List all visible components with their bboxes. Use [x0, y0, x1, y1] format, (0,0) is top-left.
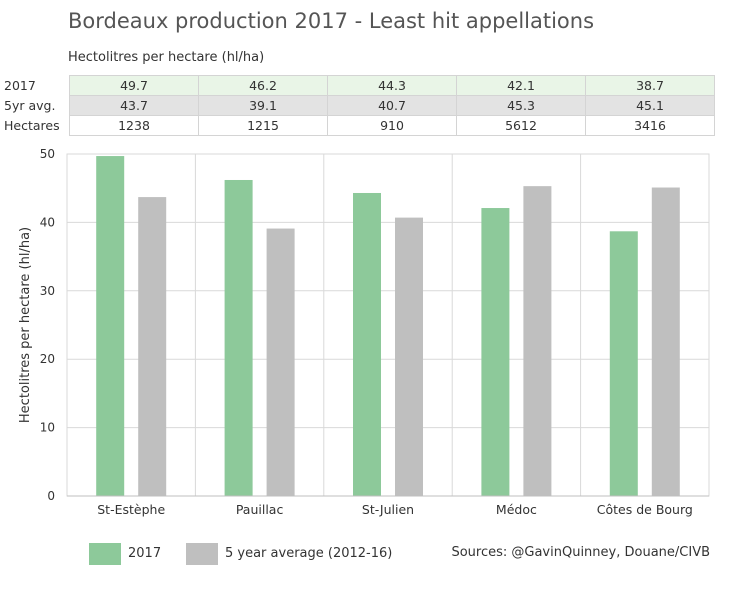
bar-5yr-avg	[651, 187, 680, 497]
table-cell: 45.1	[585, 95, 715, 116]
table-row-label: 2017	[3, 75, 70, 96]
chart-title: Bordeaux production 2017 - Least hit app…	[68, 9, 595, 33]
legend-swatch-5yr-avg	[186, 543, 218, 565]
table-row-5yr-avg: 5yr avg. 43.7 39.1 40.7 45.3 45.1	[3, 95, 715, 116]
bar-5yr-avg	[266, 228, 295, 496]
y-tick-label: 50	[40, 147, 55, 161]
table-row-hectares: Hectares 1238 1215 910 5612 3416	[3, 115, 715, 136]
sources-note: Sources: @GavinQuinney, Douane/CIVB	[451, 545, 710, 560]
legend-label-2017: 2017	[128, 546, 162, 561]
table-cell: 49.7	[69, 75, 199, 96]
y-tick-label: 20	[40, 352, 55, 366]
table-cell: 1238	[69, 115, 199, 136]
y-tick-label: 30	[40, 284, 55, 298]
table-cell: 39.1	[198, 95, 328, 116]
bar-2017	[96, 156, 125, 496]
table-row-2017: 2017 49.7 46.2 44.3 42.1 38.7	[3, 75, 715, 96]
table-cell: 42.1	[456, 75, 586, 96]
bar-5yr-avg	[395, 217, 423, 496]
table-cell: 43.7	[69, 95, 199, 116]
table-cell: 5612	[456, 115, 586, 136]
bar-5yr-avg	[523, 186, 552, 496]
bar-2017	[224, 179, 253, 496]
table-cell: 3416	[585, 115, 715, 136]
y-axis-label: Hectolitres per hectare (hl/ha)	[18, 227, 33, 423]
x-tick-label: Pauillac	[236, 502, 284, 517]
bar-2017	[609, 231, 638, 497]
table-row-label: Hectares	[3, 115, 70, 136]
y-tick-label: 0	[47, 489, 55, 503]
table-row-label: 5yr avg.	[3, 95, 70, 116]
bar-2017	[481, 208, 510, 496]
table-cell: 38.7	[585, 75, 715, 96]
bar-5yr-avg	[138, 197, 167, 497]
y-tick-label: 40	[40, 215, 55, 229]
table-cell: 45.3	[456, 95, 586, 116]
x-tick-label: St-Julien	[362, 502, 414, 517]
data-table: 2017 49.7 46.2 44.3 42.1 38.7 5yr avg. 4…	[3, 75, 715, 136]
table-cell: 910	[327, 115, 457, 136]
x-tick-label: St-Estèphe	[97, 502, 165, 517]
bar-2017	[353, 192, 381, 496]
legend-swatch-2017	[89, 543, 121, 565]
x-tick-label: Médoc	[496, 502, 537, 517]
table-cell: 40.7	[327, 95, 457, 116]
table-subtitle: Hectolitres per hectare (hl/ha)	[68, 50, 265, 65]
y-tick-label: 10	[40, 421, 55, 435]
legend-label-5yr-avg: 5 year average (2012-16)	[225, 546, 393, 561]
x-tick-label: Côtes de Bourg	[597, 502, 693, 517]
table-cell: 46.2	[198, 75, 328, 96]
table-cell: 1215	[198, 115, 328, 136]
